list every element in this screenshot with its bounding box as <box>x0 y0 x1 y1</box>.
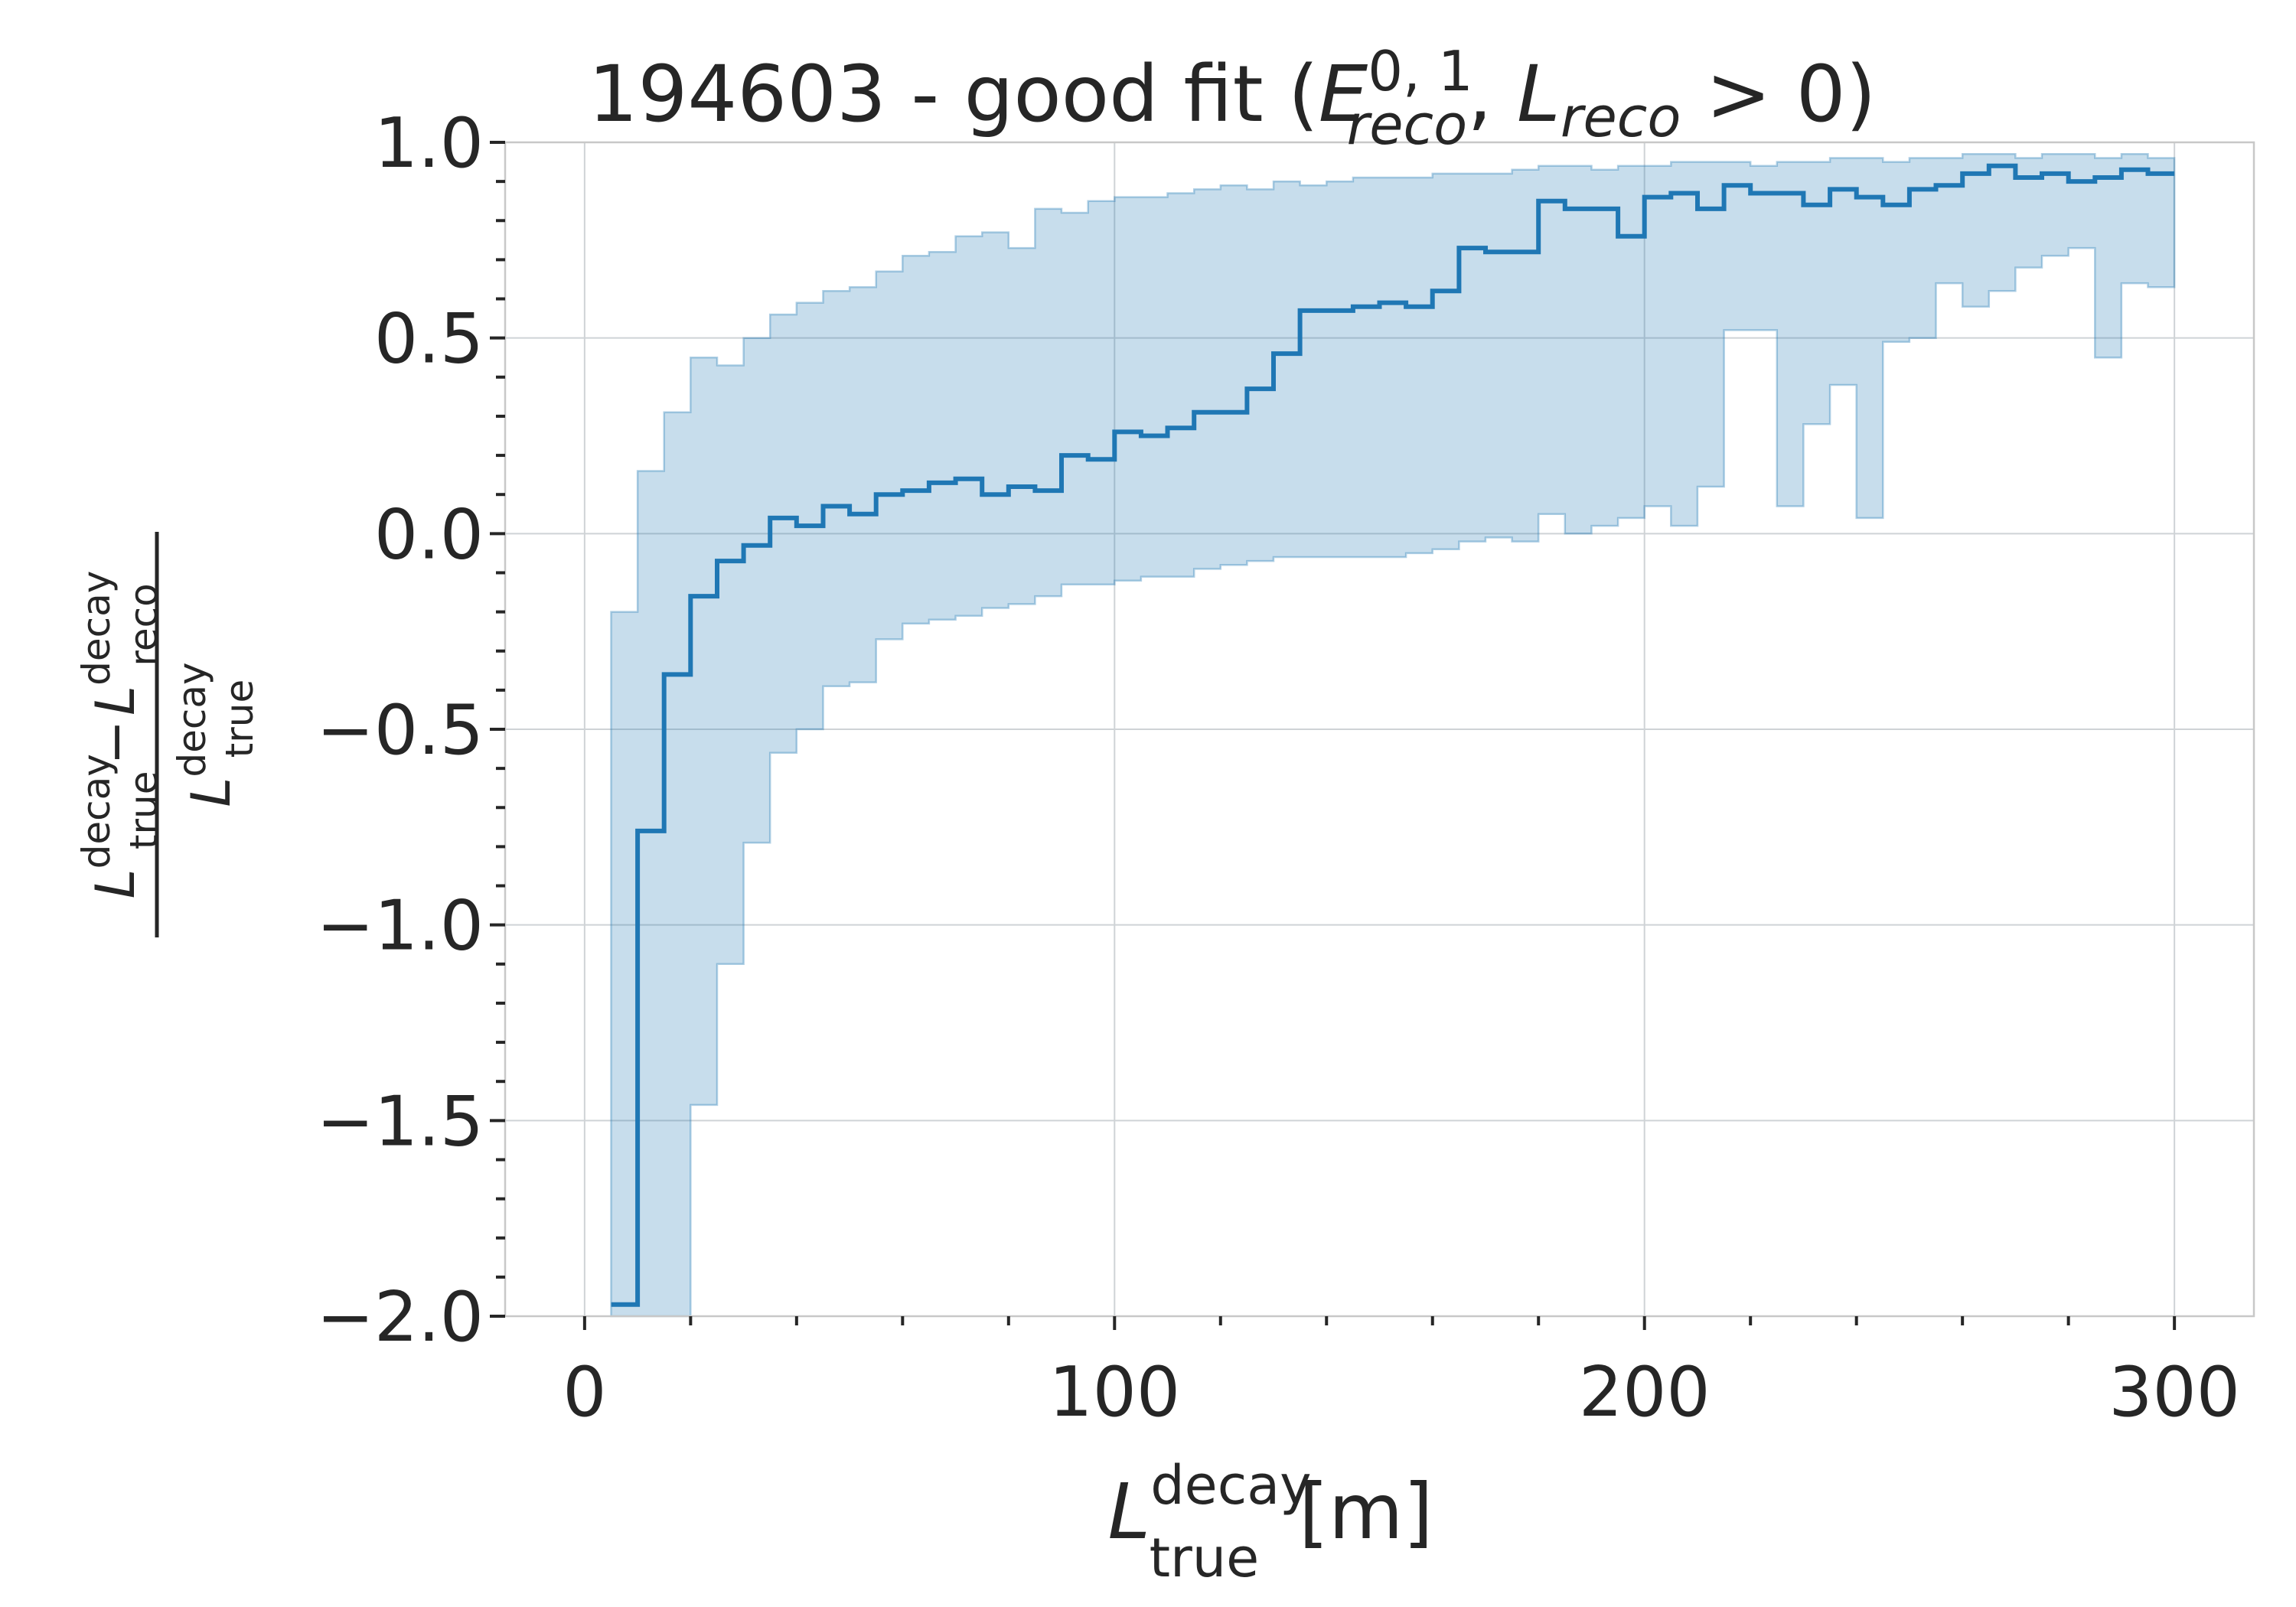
y-tick-label: −1.5 <box>316 1081 484 1162</box>
ylabel-num-minus: − <box>84 720 147 765</box>
y-ticks: −2.0 −1.5 −1.0 −0.5 0.0 0.5 1.0 <box>316 103 505 1358</box>
title-l-symbol: L <box>1517 49 1561 140</box>
ylabel-denominator: Ldecaytrue <box>170 662 262 807</box>
line-layer <box>611 163 2175 1307</box>
x-tick-label: 300 <box>2108 1352 2240 1433</box>
title-comma: , <box>1467 49 1517 140</box>
xlabel-sup: decay <box>1150 1454 1311 1517</box>
title-suffix: > 0) <box>1681 49 1876 140</box>
ylabel-num-a-sup: decay <box>74 754 119 869</box>
x-tick-label: 0 <box>563 1352 606 1433</box>
title-prefix: 194603 - good fit ( <box>589 49 1319 140</box>
ylabel-den-sup: decay <box>170 662 214 777</box>
title-e-sup: 0, 1 <box>1368 39 1473 103</box>
uncertainty-band <box>610 153 2176 1318</box>
ylabel-num-b-sup: decay <box>74 571 119 686</box>
y-tick-label: 0.0 <box>374 494 484 575</box>
ylabel-numerator: Ldecaytrue−Ldecayreco <box>74 571 166 899</box>
ylabel-den-symbol: L <box>180 777 243 807</box>
y-tick-label: 1.0 <box>374 103 484 184</box>
xlabel-sub: true <box>1150 1527 1260 1589</box>
x-tick-label: 200 <box>1579 1352 1711 1433</box>
title-e-sub: reco <box>1347 93 1468 157</box>
xlabel-symbol: L <box>1108 1467 1151 1556</box>
title-e-symbol: E <box>1319 49 1368 140</box>
y-tick-label: 0.5 <box>374 299 484 380</box>
ylabel-num-a-symbol: L <box>84 869 147 898</box>
y-tick-label: −1.0 <box>316 886 484 966</box>
chart-title: 194603 - good fit (E0, 1 reco, Lreco > 0) <box>589 39 1877 157</box>
y-tick-label: −2.0 <box>316 1277 484 1358</box>
median-step-line <box>611 163 2175 1307</box>
y-tick-label: −0.5 <box>316 690 484 771</box>
xlabel-unit: [m] <box>1274 1467 1433 1556</box>
ylabel-num-b-symbol: L <box>84 686 147 715</box>
x-axis-label: Ldecay true [m] <box>1108 1454 1433 1589</box>
band-layer <box>610 153 2176 1318</box>
ylabel-den-sub: true <box>217 680 262 758</box>
ylabel-num-b-sub: reco <box>122 583 166 666</box>
title-l-sub: reco <box>1561 85 1681 149</box>
ylabel-num-a-sub: true <box>122 771 166 850</box>
y-axis-label: Ldecaytrue−Ldecayreco Ldecaytrue <box>74 532 262 937</box>
x-ticks: 0 100 200 300 <box>563 1316 2240 1433</box>
x-tick-label: 100 <box>1049 1352 1180 1433</box>
